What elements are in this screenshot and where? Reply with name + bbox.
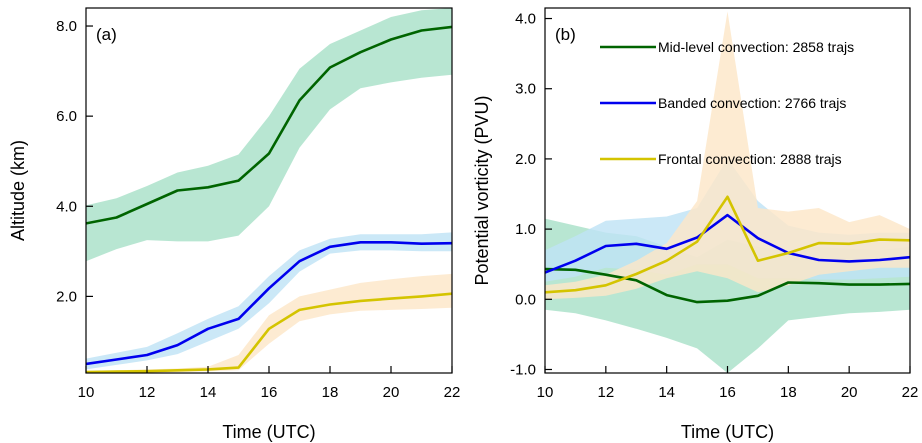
- plot-area: [545, 11, 910, 373]
- x-tick-label: 22: [902, 384, 919, 401]
- x-tick-label: 20: [841, 384, 858, 401]
- x-axis-title: Time (UTC): [681, 422, 774, 442]
- x-tick-label: 12: [597, 384, 614, 401]
- series-1-line: [86, 25, 452, 225]
- y-tick-label: 2.0: [515, 151, 536, 168]
- x-tick-label: 20: [383, 384, 400, 401]
- series-1-line: [545, 267, 910, 304]
- series-3-range-band: [86, 273, 452, 373]
- y-tick-label: 3.0: [515, 81, 536, 98]
- series-1-range-band: [86, 8, 452, 262]
- panel-label: (b): [555, 25, 576, 44]
- legend: Mid-level convection: 2858 trajs Banded c…: [600, 39, 854, 167]
- legend-label-1: Mid-level convection: 2858 trajs: [658, 39, 854, 55]
- x-tick-label: 10: [537, 384, 554, 401]
- panel-a: 10 12 14 16 18 20 22 2.0 4.0 6.0 8.0 Time (UTC) Alti…: [8, 7, 461, 442]
- panel-b: 10 12 14 16 18 20 22 -1.0 0.0 1.0 2.0 3.0 4.0 Time (U…: [472, 7, 919, 442]
- y-tick-label: 4.0: [515, 11, 536, 28]
- y-tick-label: 8.0: [56, 18, 77, 35]
- series-3-line: [545, 195, 910, 294]
- x-tick-label: 16: [719, 384, 736, 401]
- y-tick-label: 1.0: [515, 221, 536, 238]
- y-axis-title: Potential vorticity (PVU): [472, 95, 492, 285]
- y-tick-label: 0.0: [515, 291, 536, 308]
- y-tick-label: 6.0: [56, 108, 77, 125]
- x-tick-label: 14: [200, 384, 217, 401]
- panel-label: (a): [96, 25, 117, 44]
- x-tick-label: 10: [78, 384, 95, 401]
- x-tick-label: 18: [322, 384, 339, 401]
- y-tick-label: -1.0: [510, 361, 536, 378]
- x-tick-label: 14: [658, 384, 675, 401]
- x-tick-label: 16: [261, 384, 278, 401]
- series-2-line: [86, 241, 452, 366]
- legend-label-3: Frontal convection: 2888 trajs: [658, 151, 842, 167]
- series-2-range-band: [86, 232, 452, 370]
- series-3-range-band: [545, 11, 910, 300]
- y-tick-label: 2.0: [56, 288, 77, 305]
- x-tick-label: 22: [444, 384, 461, 401]
- y-axis-title: Altitude (km): [8, 140, 28, 241]
- x-tick-label: 18: [780, 384, 797, 401]
- series-2-line: [545, 213, 910, 274]
- x-axis-title: Time (UTC): [222, 422, 315, 442]
- y-tick-label: 4.0: [56, 198, 77, 215]
- plot-area: [86, 8, 452, 373]
- legend-label-2: Banded convection: 2766 trajs: [658, 95, 846, 111]
- x-tick-label: 12: [139, 384, 156, 401]
